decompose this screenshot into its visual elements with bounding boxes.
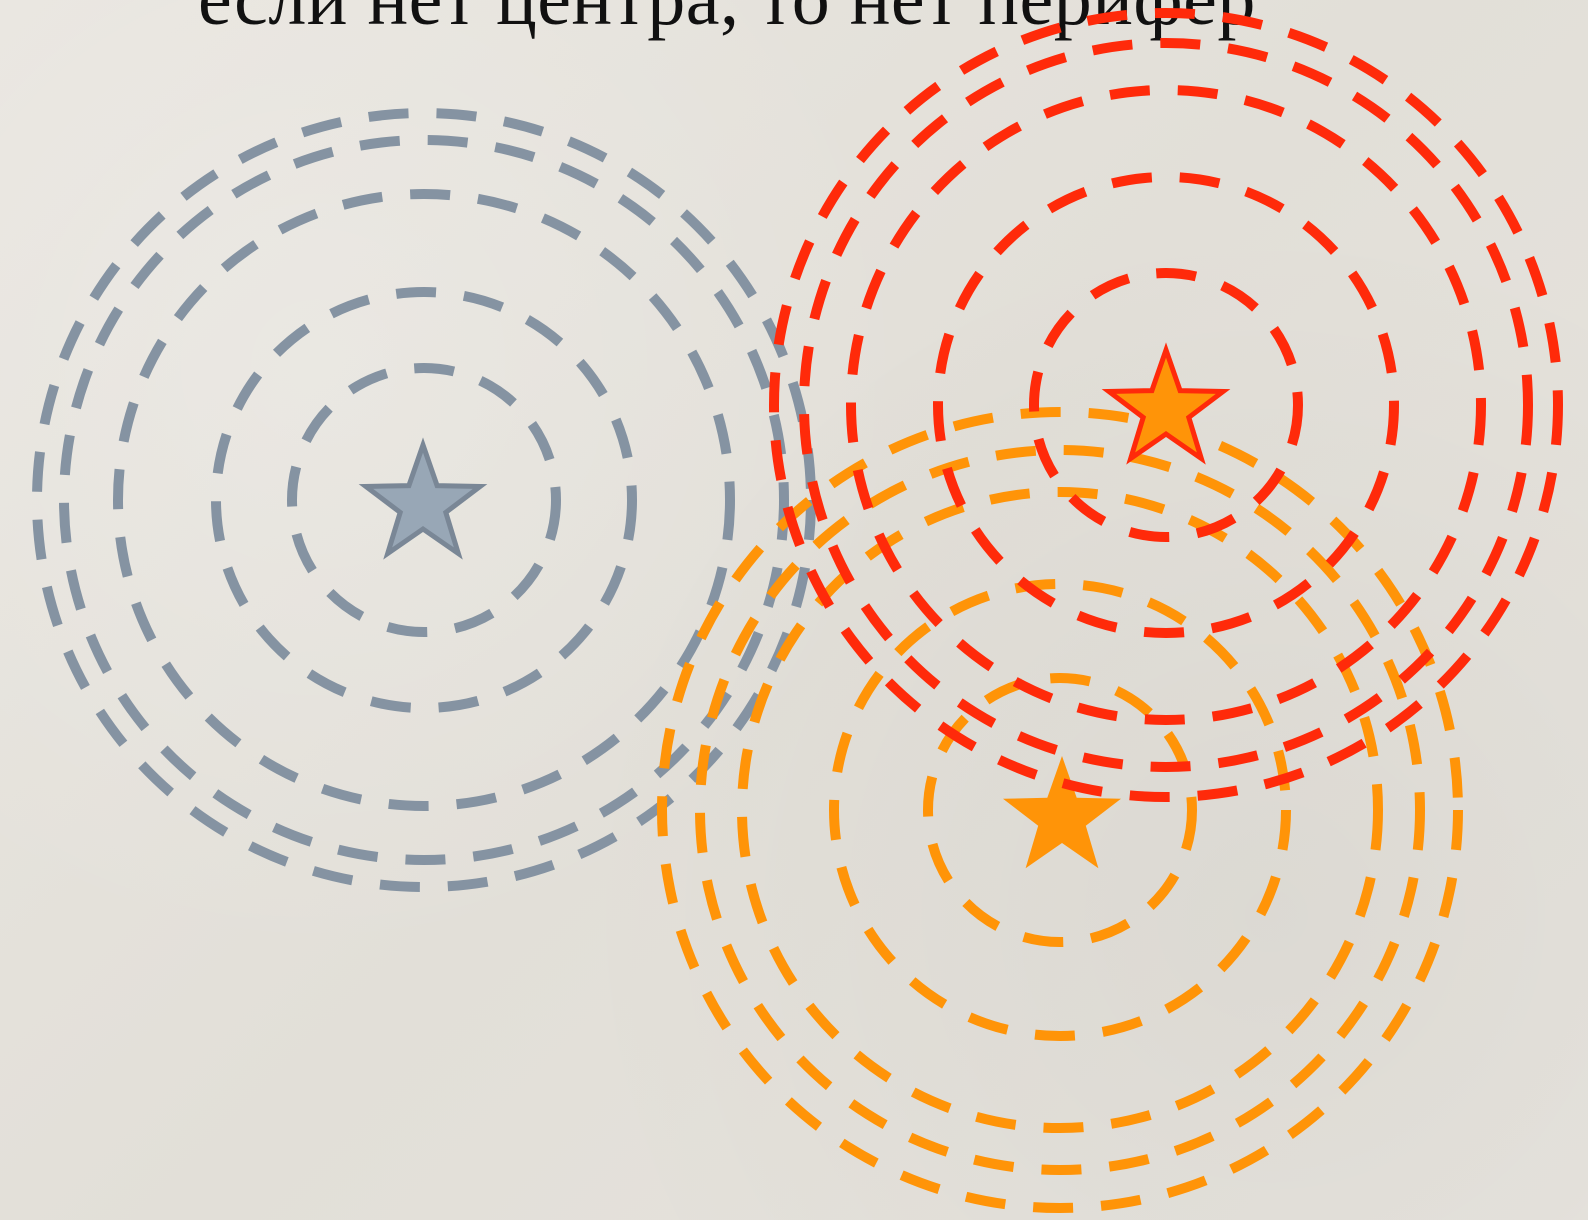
red-ring-4 [799, 38, 1533, 772]
red-star-icon [1101, 342, 1231, 465]
gray-ring-5 [32, 108, 816, 892]
orange-star-icon [1003, 756, 1121, 869]
orange-ring-1 [923, 673, 1197, 947]
gray-ring-1 [287, 363, 561, 637]
orange-ring-system [657, 407, 1463, 1213]
red-ring-3 [846, 85, 1486, 725]
orange-ring-2 [829, 579, 1291, 1041]
red-ring-system [769, 8, 1563, 802]
red-ring-5 [769, 8, 1563, 802]
orange-ring-5 [657, 407, 1463, 1213]
gray-ring-4 [59, 135, 789, 865]
gray-ring-3 [113, 189, 735, 811]
red-ring-1 [1029, 268, 1303, 542]
red-ring-2 [933, 172, 1399, 638]
orange-ring-4 [695, 445, 1425, 1175]
gray-ring-system [32, 108, 816, 892]
gray-ring-2 [211, 287, 637, 713]
slide-caption: если нет центра, то нет перифер [198, 0, 1256, 43]
gray-star-icon [358, 437, 488, 560]
orange-ring-3 [737, 487, 1383, 1133]
